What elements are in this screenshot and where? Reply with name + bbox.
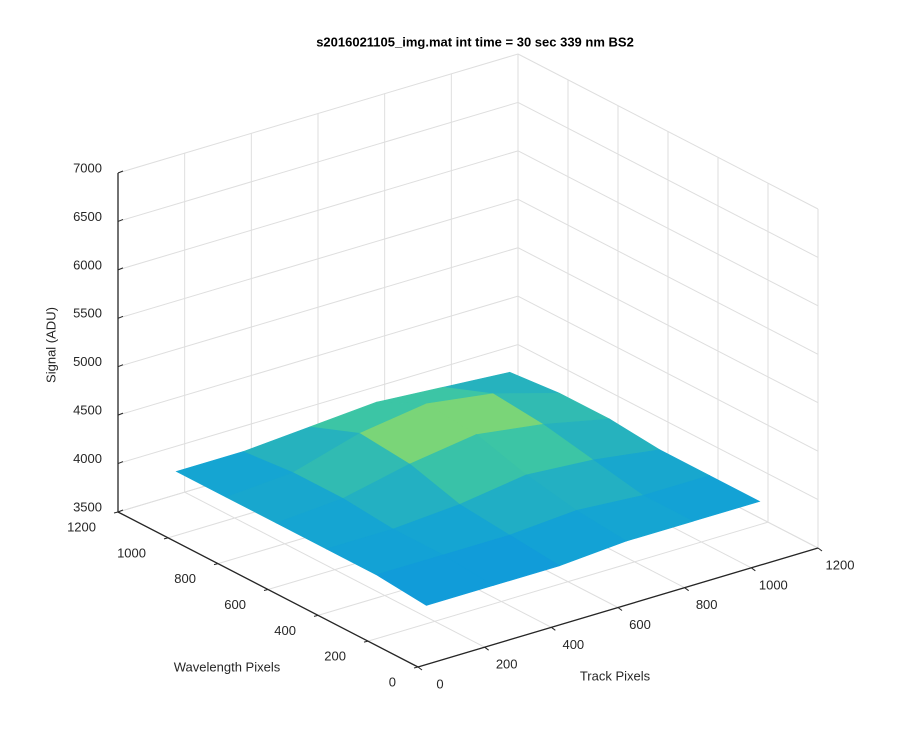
z-tick <box>117 461 124 465</box>
x-tick-label: 1000 <box>759 577 788 592</box>
grid-line <box>517 247 819 404</box>
chart-title: s2016021105_img.mat int time = 30 sec 33… <box>316 34 634 49</box>
grid-line <box>117 150 519 271</box>
z-axis-label: Signal (ADU) <box>43 307 58 383</box>
y-tick <box>363 640 369 643</box>
grid-line <box>517 198 819 355</box>
grid-line <box>517 150 819 307</box>
grid-line <box>367 521 769 642</box>
grid-line <box>117 247 519 368</box>
grid-line <box>117 295 519 416</box>
z-tick <box>117 412 124 416</box>
x-tick-label: 800 <box>696 597 718 612</box>
x-tick <box>817 547 823 552</box>
grid-line <box>517 295 819 452</box>
z-tick <box>117 364 124 368</box>
x-tick <box>751 567 756 572</box>
x-tick-label: 600 <box>629 617 651 632</box>
y-tick <box>163 537 169 540</box>
x-tick-label: 400 <box>562 637 584 652</box>
x-tick <box>684 587 689 592</box>
y-axis-label: Wavelength Pixels <box>174 659 281 674</box>
z-tick-label: 6500 <box>73 209 102 224</box>
z-tick-label: 5000 <box>73 354 102 369</box>
y-tick-label: 200 <box>324 649 346 664</box>
x-tick <box>617 607 623 611</box>
y-tick-label: 1200 <box>67 519 96 534</box>
grid-line <box>117 344 519 465</box>
z-tick <box>117 267 124 271</box>
z-tick <box>117 315 124 319</box>
z-tick-label: 7000 <box>73 160 102 175</box>
grid-line <box>117 101 519 222</box>
y-tick <box>313 614 319 617</box>
y-tick-label: 400 <box>274 623 296 638</box>
z-tick <box>117 218 124 222</box>
y-tick-label: 800 <box>174 571 196 586</box>
z-tick-label: 4500 <box>73 403 102 418</box>
z-tick-label: 5500 <box>73 306 102 321</box>
x-axis-label: Track Pixels <box>580 668 651 683</box>
z-tick-label: 3500 <box>73 499 102 514</box>
grid-line <box>517 344 819 501</box>
y-tick-label: 0 <box>389 674 396 689</box>
z-tick-label: 4000 <box>73 451 102 466</box>
grid-line <box>517 101 819 258</box>
y-tick <box>413 666 419 669</box>
x-tick-label: 1200 <box>826 557 855 572</box>
grid-line <box>117 53 519 174</box>
x-tick-label: 0 <box>436 676 443 691</box>
y-tick-label: 1000 <box>117 545 146 560</box>
y-tick <box>213 563 219 566</box>
x-tick <box>551 626 556 631</box>
z-tick <box>117 509 124 513</box>
y-tick-label: 600 <box>224 597 246 612</box>
x-tick-label: 200 <box>496 657 518 672</box>
x-tick <box>484 646 489 651</box>
z-tick-label: 6000 <box>73 257 102 272</box>
x-tick <box>417 666 423 671</box>
y-tick <box>263 589 269 591</box>
y-tick <box>113 511 119 514</box>
grid-line <box>117 198 519 319</box>
surface-patch <box>375 554 494 606</box>
z-tick <box>117 170 124 174</box>
grid-line <box>517 53 819 210</box>
